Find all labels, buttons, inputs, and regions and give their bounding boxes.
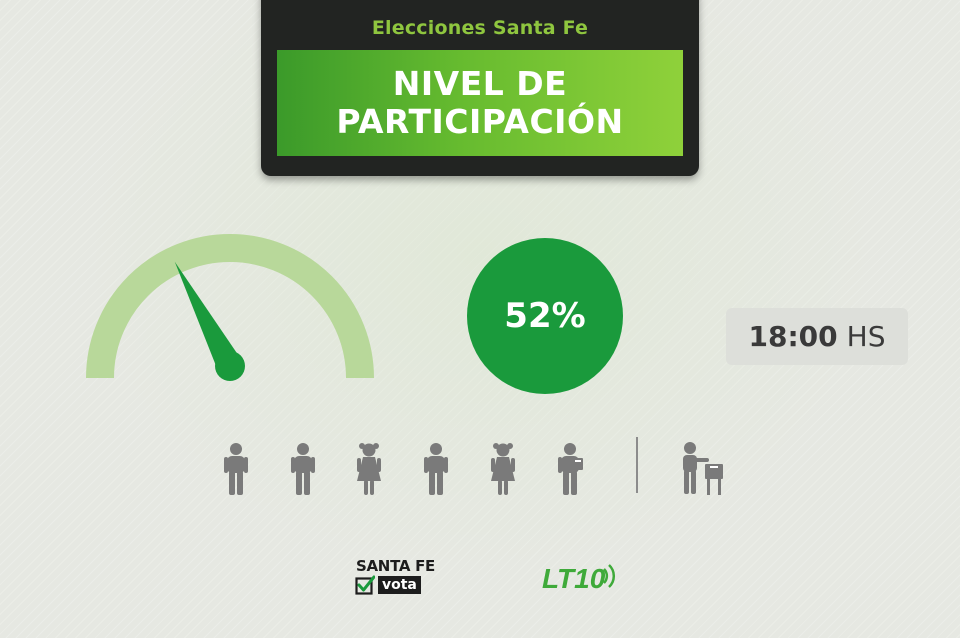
man-with-ballot-icon [558, 443, 583, 495]
gauge-needle [174, 261, 242, 373]
title-line-2: PARTICIPACIÓN [336, 102, 624, 141]
lt10-logo: LT10 [542, 563, 616, 594]
checkbox-icon [355, 575, 375, 595]
participation-gauge [86, 234, 374, 381]
participation-percent-circle: 52% [467, 238, 623, 394]
santa-fe-vota-top-text: SANTA FE [356, 557, 435, 575]
santa-fe-vota-logo: SANTA FE vota [355, 557, 439, 597]
title-banner: NIVEL DE PARTICIPACIÓN [277, 50, 683, 156]
man-icon [224, 443, 248, 495]
lt10-logo-text: LT10 [542, 563, 606, 594]
gauge-hub [215, 351, 245, 381]
time-unit: HS [846, 320, 886, 353]
time-badge: 18:00 HS [726, 308, 908, 365]
divider [636, 437, 638, 493]
header-panel: Elecciones Santa Fe NIVEL DE PARTICIPACI… [261, 0, 699, 176]
time-value: 18:00 [748, 320, 838, 353]
woman-icon [491, 443, 515, 495]
woman-icon [357, 443, 381, 495]
subtitle: Elecciones Santa Fe [371, 17, 589, 39]
participation-percent: 52% [504, 296, 586, 336]
man-icon [424, 443, 448, 495]
voter-at-ballot-box-icon [683, 442, 723, 495]
santa-fe-vota-bottom-text: vota [378, 576, 421, 594]
man-icon [291, 443, 315, 495]
title-line-1: NIVEL DE [392, 64, 568, 103]
gauge-arc [86, 234, 374, 379]
